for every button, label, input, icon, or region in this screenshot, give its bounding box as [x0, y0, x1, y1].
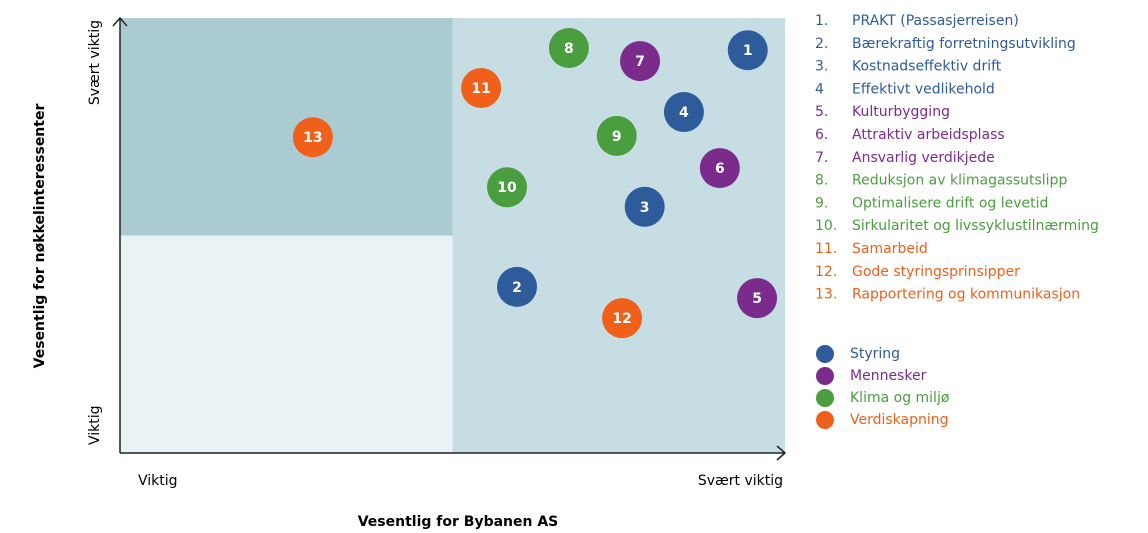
item-number: 4: [815, 81, 824, 97]
item-number: 5.: [815, 104, 828, 120]
bubble-label: 1: [743, 43, 753, 59]
item-text: Reduksjon av klimagassutslipp: [852, 173, 1067, 189]
item-number: 13.: [815, 287, 837, 303]
y-tick-label: Viktig: [87, 405, 103, 445]
item-text: PRAKT (Passasjerreisen): [852, 13, 1019, 29]
bubble: [602, 298, 643, 339]
y-axis-title: Vesentlig for nøkkelinteressenter: [32, 104, 48, 369]
bubble-label: 10: [497, 180, 517, 196]
bubble-label: 8: [564, 41, 574, 57]
item-text: Kostnadseffektiv drift: [852, 59, 1002, 75]
bubble-label: 3: [640, 200, 650, 216]
item-number: 10.: [815, 218, 837, 234]
bubble-label: 5: [752, 291, 762, 307]
bubble: [624, 186, 665, 227]
item-number: 11.: [815, 241, 837, 257]
bubble: [596, 115, 637, 156]
quadrant: [120, 235, 453, 453]
bubble-label: 6: [715, 161, 725, 177]
item-text: Attraktiv arbeidsplass: [852, 127, 1005, 143]
item-text: Bærekraftig forretningsutvikling: [852, 36, 1076, 52]
item-text: Samarbeid: [852, 241, 928, 257]
bubble: [620, 41, 661, 82]
item-number: 9.: [815, 195, 828, 211]
quadrant: [452, 235, 785, 453]
bubble: [699, 148, 740, 189]
y-tick-label: Svært viktig: [87, 20, 103, 105]
item-number: 1.: [815, 13, 828, 29]
y-axis-arrow: [112, 16, 128, 27]
item-text: Sirkularitet og livssyklustilnærming: [852, 218, 1099, 234]
legend-label: Klima og miljø: [850, 390, 950, 406]
legend-marker: [816, 367, 834, 385]
item-number: 2.: [815, 36, 828, 52]
item-text: Gode styringsprinsipper: [852, 264, 1020, 280]
item-text: Effektivt vedlikehold: [852, 81, 995, 97]
legend-label: Mennesker: [850, 368, 927, 384]
item-text: Kulturbygging: [852, 104, 950, 120]
bubble: [663, 91, 704, 132]
item-number: 3.: [815, 59, 828, 75]
bubble: [548, 28, 589, 69]
x-axis-arrow: [776, 445, 787, 461]
bubble-label: 4: [679, 105, 689, 121]
item-text: Ansvarlig verdikjede: [852, 150, 995, 166]
bubble: [292, 117, 333, 158]
quadrant: [120, 18, 453, 236]
bubble-label: 9: [612, 129, 622, 145]
legend-marker: [816, 345, 834, 363]
legend-marker: [816, 389, 834, 407]
legend-marker: [816, 411, 834, 429]
bubble-label: 12: [612, 311, 631, 327]
bubble-label: 13: [303, 130, 322, 146]
bubble-label: 2: [512, 280, 522, 296]
bubble-label: 7: [635, 54, 645, 70]
bubble: [727, 30, 768, 71]
legend-label: Verdiskapning: [850, 412, 949, 428]
bubble: [737, 278, 778, 319]
x-tick-label: Svært viktig: [698, 473, 783, 489]
item-text: Rapportering og kommunikasjon: [852, 287, 1080, 303]
x-tick-label: Viktig: [138, 473, 178, 489]
item-number: 8.: [815, 173, 828, 189]
item-number: 7.: [815, 150, 828, 166]
item-number: 12.: [815, 264, 837, 280]
x-axis-title: Vesentlig for Bybanen AS: [358, 514, 559, 530]
legend-label: Styring: [850, 346, 900, 362]
item-text: Optimalisere drift og levetid: [852, 195, 1048, 211]
bubble-label: 11: [471, 81, 490, 97]
bubble: [497, 266, 538, 307]
item-number: 6.: [815, 127, 828, 143]
bubble: [487, 167, 528, 208]
bubble: [461, 68, 502, 109]
